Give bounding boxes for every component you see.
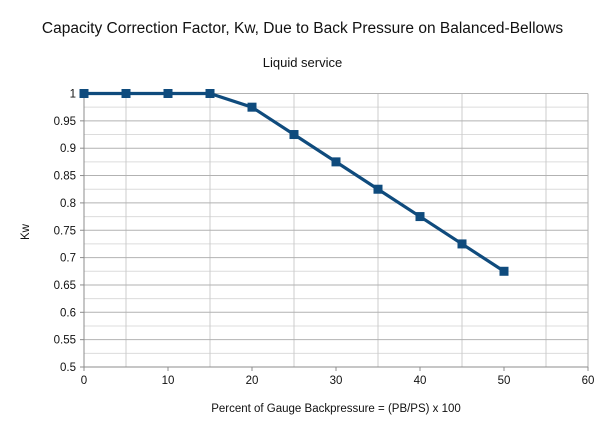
data-point-marker	[289, 130, 299, 140]
y-tick-label: 0.85	[54, 171, 76, 183]
axes	[80, 93, 589, 371]
y-tick-labels: 1 0.95 0.9 0.85 0.8 0.75 0.7 0.65 0.6 0.55 0.5	[54, 89, 76, 375]
x-axis-title: Percent of Gauge Backpressure = (PB/PS) …	[211, 403, 461, 415]
data-point-marker	[331, 157, 341, 167]
y-tick-label: 0.75	[54, 225, 76, 237]
data-point-marker	[79, 89, 89, 98]
data-point-marker	[205, 89, 215, 98]
x-tick-label: 0	[81, 375, 87, 387]
y-tick-label: 1	[70, 89, 76, 101]
chart-title: Capacity Correction Factor, Kw, Due to B…	[41, 20, 564, 37]
y-tick-label: 0.95	[54, 116, 76, 128]
y-tick-label: 0.7	[60, 253, 76, 265]
x-tick-label: 10	[162, 375, 175, 387]
data-point-marker	[247, 102, 257, 112]
x-tick-label: 60	[582, 375, 595, 387]
data-point-marker	[373, 184, 383, 194]
y-tick-label: 0.55	[54, 335, 76, 347]
y-tick-label: 0.65	[54, 280, 76, 292]
minor-y-gridlines	[84, 106, 588, 354]
x-tick-label: 20	[246, 375, 259, 387]
chart-subtitle: Liquid service	[262, 55, 343, 70]
x-tick-labels: 0 10 20 30 40 50 60	[81, 375, 595, 387]
data-point-marker	[121, 89, 131, 98]
series-kw	[79, 89, 509, 276]
y-tick-label: 0.8	[60, 198, 76, 210]
y-tick-label: 0.6	[60, 307, 76, 319]
x-tick-label: 40	[414, 375, 427, 387]
y-tick-label: 0.9	[60, 143, 76, 155]
data-point-marker	[457, 239, 467, 249]
y-tick-label: 0.5	[60, 362, 76, 374]
data-point-marker	[163, 89, 173, 98]
x-tick-label: 50	[498, 375, 511, 387]
x-tick-label: 30	[330, 375, 343, 387]
data-point-marker	[499, 266, 509, 276]
data-point-marker	[415, 212, 425, 222]
